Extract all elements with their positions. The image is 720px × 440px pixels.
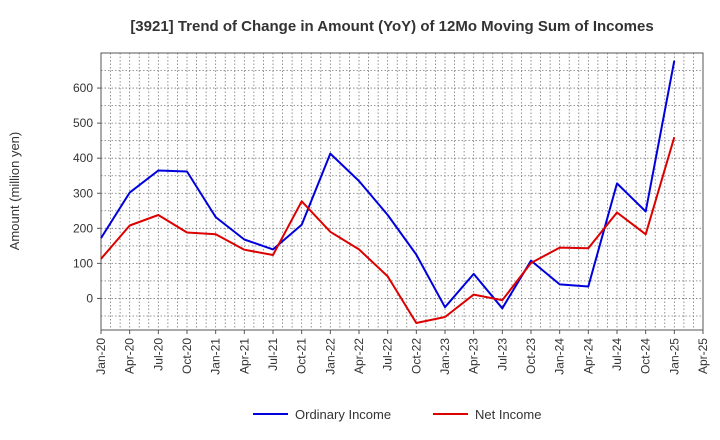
legend-label: Net Income [475, 407, 541, 422]
x-tick-label: Jul-20 [151, 338, 165, 371]
x-tick-label: Jan-24 [553, 338, 567, 375]
legend: Ordinary Income Net Income [253, 407, 541, 422]
y-tick-label: 600 [73, 81, 93, 95]
x-tick-label: Apr-23 [467, 338, 481, 374]
y-tick-label: 100 [73, 256, 93, 270]
x-tick-label: Apr-25 [696, 338, 710, 374]
x-tick-label: Apr-22 [352, 338, 366, 374]
x-tick-label: Jan-23 [438, 338, 452, 375]
x-tick-label: Apr-21 [237, 338, 251, 374]
x-tick-label: Jan-22 [323, 338, 337, 375]
y-axis-label: Amount (million yen) [7, 132, 22, 251]
x-tick-label: Jan-25 [667, 338, 681, 375]
chart-title: [3921] Trend of Change in Amount (YoY) o… [130, 18, 653, 35]
y-tick-label: 0 [86, 291, 93, 305]
x-tick-label: Apr-24 [581, 338, 595, 374]
y-tick-label: 500 [73, 116, 93, 130]
x-tick-label: Oct-20 [180, 338, 194, 374]
y-axis: 0 100 200 300 400 500 600 [73, 81, 101, 305]
series-line-ordinary-income [100, 60, 676, 310]
y-tick-label: 300 [73, 186, 93, 200]
x-tick-label: Jul-21 [266, 338, 280, 371]
x-axis: Jan-20 Apr-20 Jul-20 Oct-20 Jan-21 Apr-21 Jul-… [94, 330, 710, 375]
x-tick-label: Oct-23 [524, 338, 538, 374]
x-tick-label: Jul-23 [495, 338, 509, 371]
y-tick-label: 400 [73, 151, 93, 165]
series-lines [100, 60, 676, 324]
y-tick-label: 200 [73, 221, 93, 235]
x-tick-label: Jan-21 [209, 338, 223, 375]
x-tick-label: Jul-22 [381, 338, 395, 371]
series-line-net-income [100, 136, 676, 324]
x-tick-label: Oct-22 [409, 338, 423, 374]
x-tick-label: Jul-24 [610, 338, 624, 371]
plot-area [100, 52, 704, 331]
x-tick-label: Apr-20 [123, 338, 137, 374]
x-tick-label: Jan-20 [94, 338, 108, 375]
grid-lines [101, 52, 703, 330]
legend-label: Ordinary Income [295, 407, 391, 422]
x-tick-label: Oct-21 [295, 338, 309, 374]
x-tick-label: Oct-24 [639, 338, 653, 374]
